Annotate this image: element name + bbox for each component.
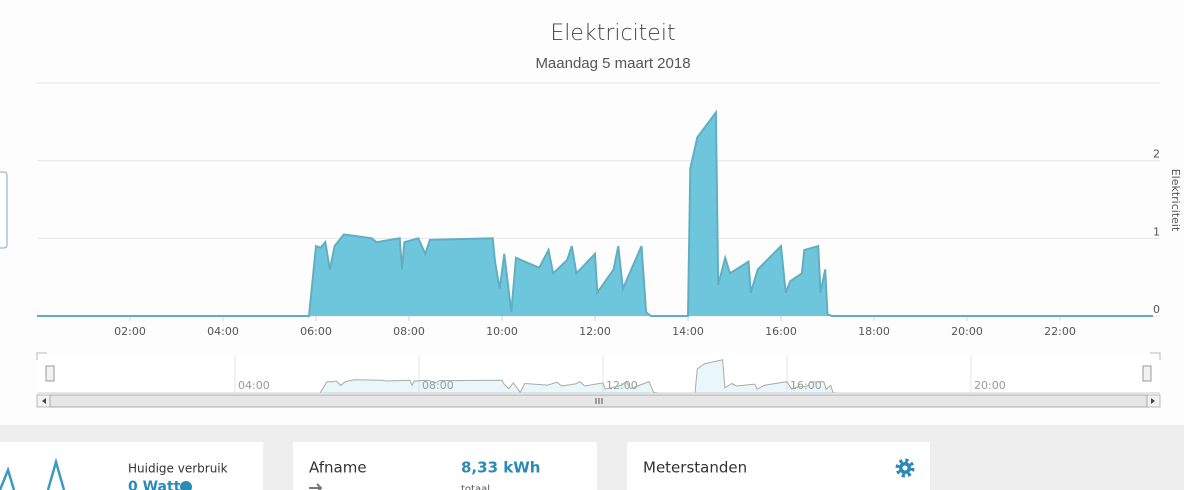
y-tick-label: 2 — [1153, 148, 1160, 161]
scrollbar-grip — [595, 398, 603, 404]
gear-hole — [902, 465, 908, 471]
navigator-handle[interactable] — [1142, 365, 1152, 382]
x-tick-label: 10:00 — [486, 325, 518, 338]
x-tick-label: 20:00 — [951, 325, 983, 338]
panel-card — [293, 442, 597, 490]
chart-subtitle: Maandag 5 maart 2018 — [535, 55, 690, 72]
x-tick-label: 04:00 — [207, 325, 239, 338]
usage-value: 8,33 kWh — [461, 459, 540, 477]
sparkline-icon — [0, 457, 66, 490]
y-tick-label: 0 — [1153, 303, 1160, 316]
usage-note: totaal — [461, 484, 490, 490]
panel-card — [0, 442, 263, 490]
meters-title: Meterstanden — [643, 459, 747, 477]
usage-title: Afname — [309, 459, 367, 477]
x-tick-label: 16:00 — [765, 325, 797, 338]
navigator — [37, 353, 1160, 393]
x-tick-label: 14:00 — [672, 325, 704, 338]
help-icon[interactable] — [180, 481, 192, 490]
y-tick-label: 1 — [1153, 225, 1160, 238]
navigator-plot: 04:00 08:00 12:00 16:00 20:00 — [51, 355, 1155, 394]
gear-teeth — [895, 458, 915, 478]
plot: 0 1 2 02:00 04:00 06:00 08:00 10:00 12:00 14:00 16… — [37, 109, 1160, 338]
chart-title: Elektriciteit — [550, 21, 675, 46]
navigator-tick-label: 20:00 — [974, 379, 1006, 392]
side-tab[interactable] — [0, 171, 8, 249]
x-tick-label: 06:00 — [300, 325, 332, 338]
navigator-area — [51, 359, 1155, 394]
x-tick-label: 18:00 — [858, 325, 890, 338]
navigator-handle[interactable] — [45, 365, 55, 382]
navigator-tick-label: 04:00 — [238, 379, 270, 392]
x-tick-label: 22:00 — [1044, 325, 1076, 338]
current-value: 0 Watt — [128, 479, 181, 490]
x-tick-label: 08:00 — [393, 325, 425, 338]
x-tick-label: 12:00 — [579, 325, 611, 338]
navigator-tick-label: 08:00 — [422, 379, 454, 392]
panel-card — [627, 442, 930, 490]
navigator-outline — [36, 352, 1161, 360]
settings-icon[interactable] — [895, 458, 915, 478]
area-line — [37, 109, 1153, 317]
current-label: Huidige verbruik — [128, 462, 228, 476]
y-axis-title: Elektriciteit — [1169, 169, 1182, 232]
area — [37, 112, 1153, 316]
x-tick-label: 02:00 — [114, 325, 146, 338]
usage-icon — [309, 483, 323, 490]
